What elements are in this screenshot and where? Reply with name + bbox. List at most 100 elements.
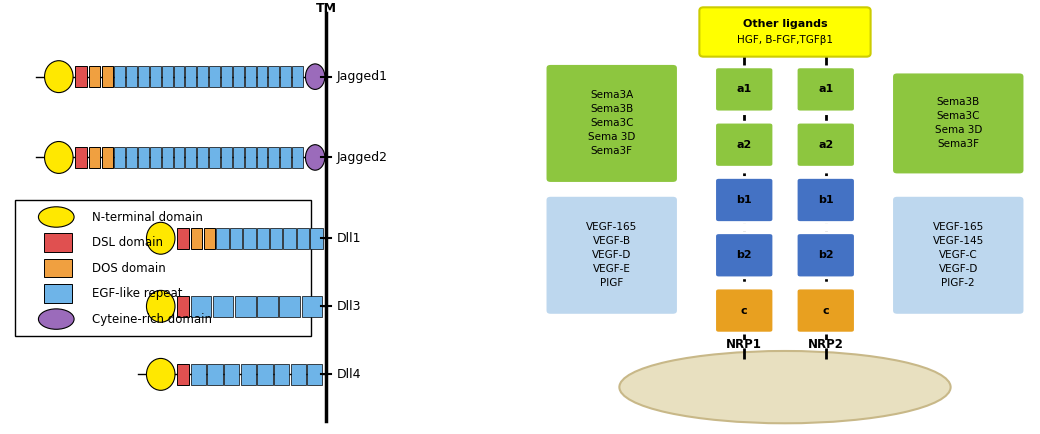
FancyBboxPatch shape (280, 147, 291, 168)
FancyBboxPatch shape (257, 228, 269, 249)
FancyBboxPatch shape (797, 288, 855, 333)
FancyBboxPatch shape (280, 296, 300, 317)
FancyBboxPatch shape (268, 147, 280, 168)
Text: DSL domain: DSL domain (92, 236, 163, 249)
FancyBboxPatch shape (270, 228, 283, 249)
FancyBboxPatch shape (44, 233, 72, 252)
FancyBboxPatch shape (714, 288, 774, 333)
FancyBboxPatch shape (797, 178, 855, 223)
Ellipse shape (147, 290, 175, 322)
FancyBboxPatch shape (138, 66, 149, 87)
Text: Dll1: Dll1 (337, 232, 361, 245)
FancyBboxPatch shape (177, 296, 189, 317)
FancyBboxPatch shape (292, 66, 303, 87)
FancyBboxPatch shape (546, 196, 678, 315)
FancyBboxPatch shape (268, 66, 280, 87)
Ellipse shape (306, 64, 324, 89)
FancyBboxPatch shape (75, 147, 87, 168)
Text: NRP2: NRP2 (808, 338, 843, 351)
Text: b2: b2 (817, 250, 834, 260)
FancyBboxPatch shape (44, 284, 72, 303)
FancyBboxPatch shape (88, 147, 100, 168)
FancyBboxPatch shape (220, 147, 232, 168)
FancyBboxPatch shape (257, 364, 272, 385)
FancyBboxPatch shape (177, 228, 189, 249)
FancyBboxPatch shape (714, 178, 774, 223)
FancyBboxPatch shape (257, 147, 267, 168)
FancyBboxPatch shape (190, 296, 211, 317)
Text: Sema3A
Sema3B
Sema3C
Sema 3D
Sema3F: Sema3A Sema3B Sema3C Sema 3D Sema3F (588, 90, 635, 156)
FancyBboxPatch shape (233, 66, 243, 87)
FancyBboxPatch shape (190, 364, 206, 385)
FancyBboxPatch shape (177, 364, 189, 385)
Text: c: c (740, 306, 748, 316)
FancyBboxPatch shape (224, 364, 239, 385)
FancyBboxPatch shape (230, 228, 242, 249)
FancyBboxPatch shape (892, 196, 1024, 315)
FancyBboxPatch shape (150, 66, 161, 87)
Text: a2: a2 (818, 140, 833, 150)
Text: VEGF-165
VEGF-145
VEGF-C
VEGF-D
PIGF-2: VEGF-165 VEGF-145 VEGF-C VEGF-D PIGF-2 (933, 222, 984, 288)
Ellipse shape (147, 222, 175, 254)
FancyBboxPatch shape (714, 122, 774, 167)
Text: c: c (823, 306, 829, 316)
Text: b2: b2 (736, 250, 752, 260)
FancyBboxPatch shape (280, 66, 291, 87)
Ellipse shape (45, 141, 73, 174)
FancyBboxPatch shape (102, 147, 112, 168)
Ellipse shape (38, 207, 74, 227)
Ellipse shape (147, 358, 175, 390)
Text: EGF-like repeat: EGF-like repeat (92, 287, 182, 300)
FancyBboxPatch shape (257, 296, 278, 317)
FancyBboxPatch shape (198, 147, 208, 168)
FancyBboxPatch shape (150, 147, 161, 168)
FancyBboxPatch shape (892, 72, 1024, 174)
FancyBboxPatch shape (290, 364, 306, 385)
FancyBboxPatch shape (198, 66, 208, 87)
FancyBboxPatch shape (243, 228, 256, 249)
FancyBboxPatch shape (88, 66, 100, 87)
FancyBboxPatch shape (185, 66, 197, 87)
Text: b1: b1 (736, 195, 752, 205)
Text: Jagged1: Jagged1 (337, 70, 388, 83)
Text: NRP1: NRP1 (726, 338, 762, 351)
FancyBboxPatch shape (209, 147, 220, 168)
FancyBboxPatch shape (114, 147, 125, 168)
FancyBboxPatch shape (138, 147, 149, 168)
FancyBboxPatch shape (797, 122, 855, 167)
Text: Cyteine-rich domain: Cyteine-rich domain (92, 312, 212, 326)
FancyBboxPatch shape (233, 147, 243, 168)
FancyBboxPatch shape (190, 228, 202, 249)
FancyBboxPatch shape (44, 259, 72, 277)
FancyBboxPatch shape (185, 147, 197, 168)
Text: a1: a1 (736, 84, 752, 95)
Text: b1: b1 (817, 195, 834, 205)
FancyBboxPatch shape (126, 66, 137, 87)
Text: DOS domain: DOS domain (92, 262, 165, 275)
Text: Dll3: Dll3 (337, 300, 361, 313)
Text: HGF, B-FGF,TGFβ1: HGF, B-FGF,TGFβ1 (737, 35, 833, 45)
Ellipse shape (38, 309, 74, 329)
FancyBboxPatch shape (297, 228, 309, 249)
Text: TM: TM (316, 2, 337, 15)
FancyBboxPatch shape (714, 67, 774, 112)
FancyBboxPatch shape (216, 228, 229, 249)
FancyBboxPatch shape (714, 233, 774, 278)
Text: N-terminal domain: N-terminal domain (92, 210, 203, 224)
Ellipse shape (306, 145, 324, 170)
FancyBboxPatch shape (292, 147, 303, 168)
Text: Jagged2: Jagged2 (337, 151, 388, 164)
FancyBboxPatch shape (797, 233, 855, 278)
Text: Other ligands: Other ligands (743, 20, 827, 30)
Text: Sema3B
Sema3C
Sema 3D
Sema3F: Sema3B Sema3C Sema 3D Sema3F (935, 97, 982, 149)
FancyBboxPatch shape (310, 228, 322, 249)
FancyBboxPatch shape (284, 228, 295, 249)
FancyBboxPatch shape (699, 7, 870, 57)
Text: VEGF-165
VEGF-B
VEGF-D
VEGF-E
PIGF: VEGF-165 VEGF-B VEGF-D VEGF-E PIGF (587, 222, 638, 288)
FancyBboxPatch shape (207, 364, 223, 385)
FancyBboxPatch shape (244, 66, 256, 87)
Text: a2: a2 (736, 140, 752, 150)
FancyBboxPatch shape (240, 364, 256, 385)
Ellipse shape (620, 351, 951, 423)
FancyBboxPatch shape (75, 66, 87, 87)
